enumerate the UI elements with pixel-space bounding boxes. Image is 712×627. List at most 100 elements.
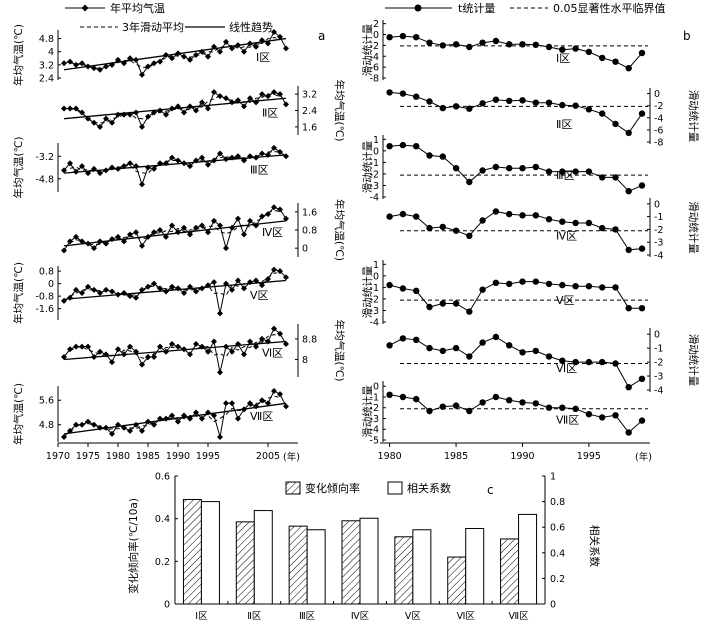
region-7-t-statistic-point [585, 411, 593, 418]
region-3-data-point [175, 157, 181, 164]
region-7-stat-ytick-label: 0 [373, 382, 379, 393]
region-5-data-point [187, 283, 193, 290]
region-4-ylabel: 年均气温(℃) [333, 199, 346, 261]
region-1-data-point [169, 55, 175, 62]
region-4-temperature-plot: 0 0.8 1.6 年均气温(℃) Ⅳ区 [61, 199, 346, 261]
region-6-data-point [277, 330, 283, 337]
region-4-t-statistic-point [399, 210, 407, 218]
region-5-data-point [61, 297, 67, 304]
region-6-stat-ytick-label: -3 [654, 372, 663, 383]
region-4-data-point [259, 213, 265, 220]
region-6-data-point [205, 348, 211, 355]
region-3-stat-ytick-label: -4 [370, 193, 379, 204]
legend-stat-label: t统计量 [458, 2, 495, 15]
region-3-data-point [139, 181, 145, 188]
region-2-stat-ytick-label: -6 [654, 125, 663, 136]
region-1-data-point [199, 48, 205, 55]
region-6-data-point [79, 343, 85, 350]
region-2-temperature-plot: 1.6 2.4 3.2 年均气温(℃) Ⅱ区 [61, 80, 346, 142]
region-1-data-point [205, 53, 211, 60]
region-1-t-statistic-point [612, 58, 619, 65]
region-6-stat-name: Ⅵ区 [556, 362, 577, 375]
region-7-data-point [199, 415, 205, 422]
region-3-t-statistic-point [413, 143, 420, 150]
region-7-t-statistic-series [389, 394, 643, 434]
panel-c-left-tick-label: 0.2 [155, 557, 170, 568]
tendency-rate-bar [182, 498, 202, 605]
region-1-t-statistic-point [506, 41, 513, 48]
region-4-data-point [73, 233, 79, 240]
region-3-data-point [265, 151, 271, 158]
region-7-data-point [169, 412, 175, 419]
region-1-data-point [73, 61, 79, 68]
region-2-ylabel: 年均气温(℃) [333, 80, 346, 142]
region-6-ytick-label: 8.8 [302, 334, 317, 345]
region-4-data-point [223, 245, 229, 252]
region-5-data-point [139, 286, 145, 293]
region-2-data-point [127, 111, 133, 118]
region-4-data-point [133, 229, 139, 236]
panel-a-legend: 年平均气温 3年滑动平均 线性趋势 [65, 1, 273, 34]
region-2-data-point [247, 95, 253, 102]
region-3-data-point [235, 153, 241, 160]
region-7-data-point [235, 415, 241, 422]
region-1-stat-ylabel: 滑动统计量 [361, 23, 374, 76]
region-5-data-point [151, 280, 157, 287]
panel-label-b: b [683, 29, 691, 43]
region-1-t-statistic-point [466, 43, 473, 51]
region-3-data-point [97, 170, 103, 177]
region-7-t-statistic-point [612, 412, 619, 419]
region-4-stat-ylabel: 滑动统计量 [687, 201, 700, 254]
region-3-stat-ytick-label: 1 [373, 135, 379, 146]
region-6-ytick-label: 8 [302, 355, 308, 366]
region-2-data-point [67, 105, 73, 112]
region-1-t-statistic-point [519, 41, 526, 48]
region-2-t-statistic-point [519, 97, 526, 104]
region-3-name: Ⅲ区 [250, 164, 269, 177]
region-5-t-statistic-point [399, 285, 407, 292]
region-6-stat-ylabel: 滑动统计量 [687, 334, 700, 387]
legend-moving-label: 3年滑动平均 [122, 20, 184, 34]
region-3-stat-ytick-label: -2 [370, 169, 379, 180]
region-7-data-point [265, 400, 271, 407]
region-7-data-point [271, 388, 277, 395]
panel-b-xtick-label: 1990 [510, 451, 534, 462]
region-3-data-point [211, 157, 217, 164]
region-3-data-point [193, 157, 199, 164]
panel-b-xticks: 1980 1985 1990 1995 [378, 443, 601, 462]
region-4-stat-name: Ⅳ区 [556, 230, 577, 243]
region-2-data-point [187, 103, 193, 110]
region-3-data-point [169, 154, 175, 161]
region-3-t-statistic-point [439, 153, 446, 160]
region-4-t-statistic-point [625, 246, 632, 254]
region-7-data-point [283, 403, 289, 410]
region-1-stat-name: Ⅰ区 [556, 52, 570, 65]
region-2-t-statistic-point [452, 103, 460, 110]
panel-c-category-label: Ⅵ区 [457, 611, 476, 622]
region-6-t-statistic-point [413, 336, 420, 343]
region-3-data-point [259, 150, 265, 157]
region-6-data-point [283, 341, 289, 348]
region-5-data-point [103, 286, 109, 293]
region-6-data-point [97, 348, 103, 355]
region-2-stat-ytick-label: 0 [654, 89, 660, 100]
region-7-t-statistic-point [532, 400, 539, 407]
region-2-data-point [163, 111, 169, 118]
region-5-data-point [217, 310, 223, 317]
panel-c-category-label: Ⅰ区 [195, 611, 208, 622]
region-3-data-point [127, 160, 133, 167]
region-5-data-point [175, 285, 181, 292]
region-3-t-statistic-point [506, 165, 513, 172]
region-7-stat-ytick-label: -5 [370, 436, 379, 447]
region-1-t-statistic-point [625, 65, 632, 72]
region-7-moving-average [69, 395, 281, 432]
region-4-data-point [217, 222, 223, 229]
region-4-data-point [229, 224, 235, 231]
region-5-data-point [277, 268, 283, 275]
region-3-data-point [163, 160, 169, 167]
region-3-data-point [223, 156, 229, 163]
region-6-data-point [241, 351, 247, 358]
region-4-data-point [145, 233, 151, 240]
region-4-t-statistic-point [612, 226, 619, 233]
